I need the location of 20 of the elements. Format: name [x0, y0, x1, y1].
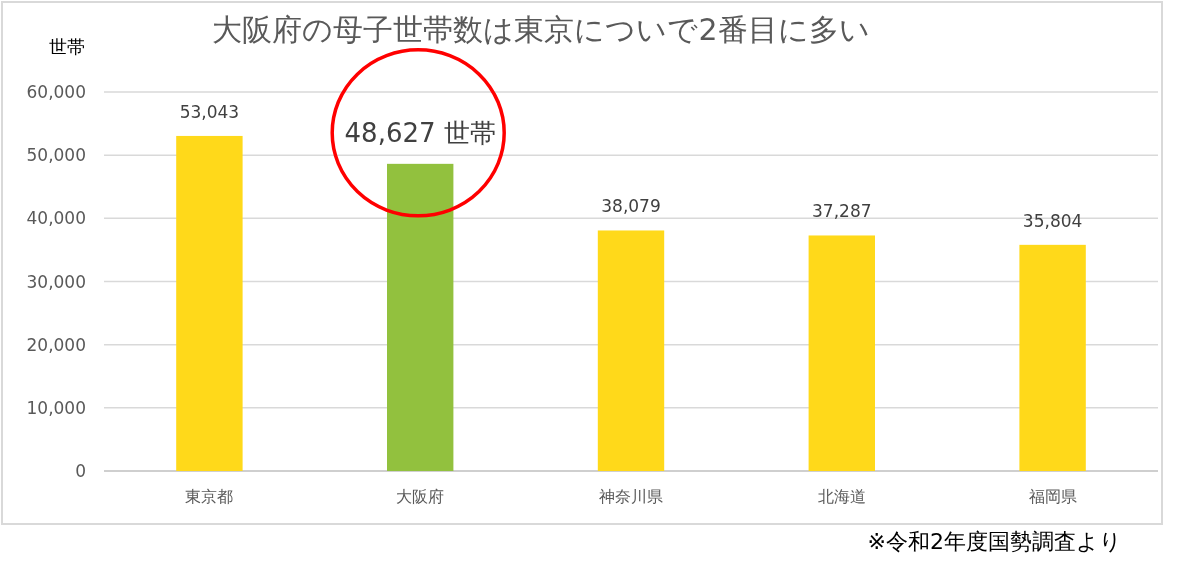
- y-tick-label: 60,000: [26, 82, 86, 102]
- data-label: 37,287: [812, 201, 872, 222]
- data-label: 38,079: [601, 196, 661, 217]
- y-tick-label: 20,000: [26, 334, 86, 355]
- y-tick-label: 10,000: [26, 397, 86, 418]
- y-axis-title: 世帯: [49, 36, 85, 57]
- y-tick-label: 50,000: [26, 145, 86, 166]
- x-tick-label: 北海道: [817, 487, 866, 506]
- x-tick-label: 福岡県: [1028, 487, 1077, 506]
- x-tick-label: 神奈川県: [599, 487, 663, 506]
- x-tick-label: 東京都: [185, 487, 234, 506]
- y-tick-label: 40,000: [26, 208, 86, 229]
- y-tick-label: 30,000: [26, 271, 86, 292]
- x-tick-label: 大阪府: [396, 487, 445, 506]
- text: ※令和2年度国勢調査より: [867, 529, 1122, 554]
- data-label: 48,627 世帯: [344, 117, 496, 148]
- data-label: 35,804: [1022, 210, 1083, 231]
- chart-title: 大阪府の母子世帯数は東京についで2番目に多い: [212, 12, 870, 47]
- y-tick-label: 0: [75, 461, 86, 481]
- data-label: 53,043: [179, 101, 240, 122]
